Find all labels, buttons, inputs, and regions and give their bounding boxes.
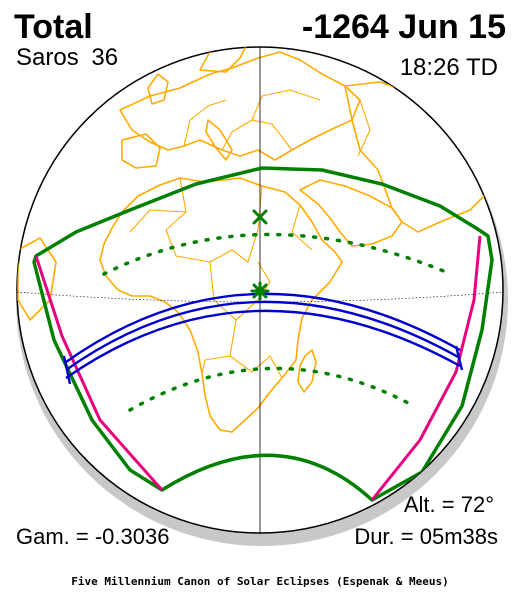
sun-altitude: Alt. = 72° (403, 492, 494, 517)
sunrise-curve (34, 255, 164, 491)
northern-magnitude-line (102, 232, 448, 276)
saros-number: Saros 36 (16, 44, 119, 71)
credit-caption: Five Millennium Canon of Solar Eclipses … (71, 575, 449, 588)
greatest-eclipse-star-icon (250, 281, 270, 301)
subsolar-point-x-icon (252, 209, 268, 225)
country-borders (129, 177, 313, 379)
umbra-center-line (65, 309, 461, 379)
sunset-curve (370, 235, 482, 501)
penumbral-limit-outline (32, 166, 494, 502)
umbra-start-cap (62, 355, 72, 385)
equator-line (17, 291, 503, 303)
eclipse-date-title: -1264 Jun 15 (301, 8, 506, 46)
africa-coastline (99, 177, 343, 433)
eclipse-type-title: Total (14, 8, 93, 46)
madagascar-coastline (297, 349, 317, 393)
gamma-value: Gam. = -0.3036 (16, 524, 170, 549)
southern-magnitude-line (128, 366, 412, 412)
umbra-southern-limit (65, 300, 461, 371)
britain-coastline (147, 73, 169, 105)
italy-coastline (205, 119, 233, 161)
eclipse-time: 18:26 TD (399, 54, 498, 81)
totality-duration: Dur. = 05m38s (354, 524, 498, 549)
europe-borders (183, 89, 371, 157)
umbra-end-cap (454, 345, 464, 371)
iberia-coastline (121, 133, 161, 169)
arabia-coastline (299, 179, 403, 247)
